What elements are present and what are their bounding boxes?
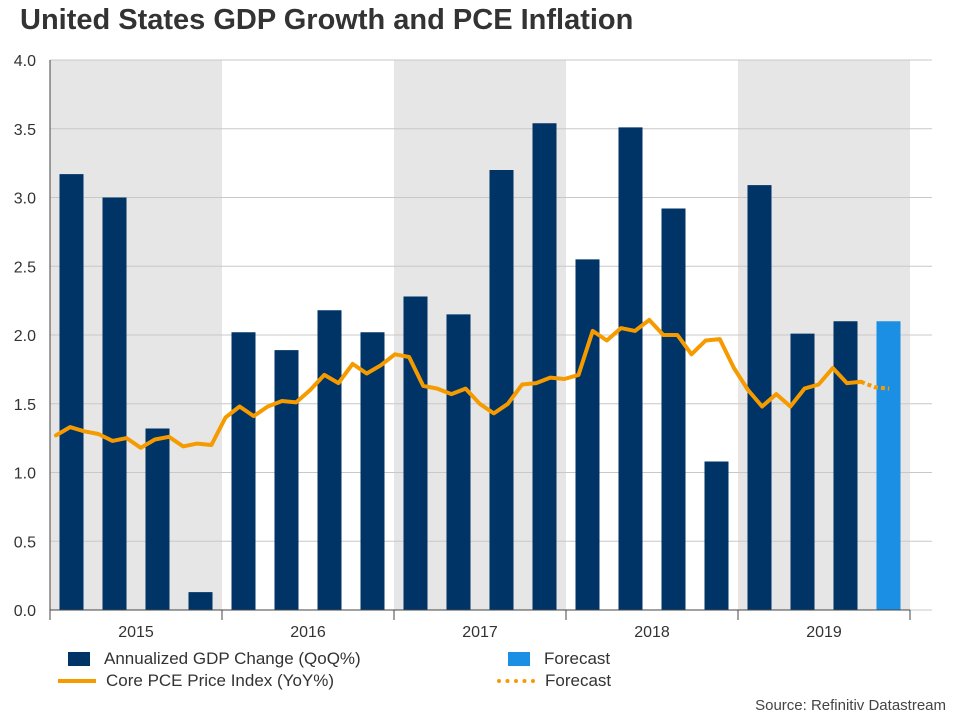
axis-labels: 0.0 0.5 1.0 1.5 2.0 2.5 3.0 3.5 4.0 2015 2016 2017 2… [14,53,842,641]
gdp-bar [747,185,772,610]
gdp-bar [704,461,729,610]
legend-swatch-forecast-line [497,679,535,683]
legend-item-gdp: Annualized GDP Change (QoQ%) [68,649,361,669]
chart-title: United States GDP Growth and PCE Inflati… [20,4,634,36]
y-tick-label: 3.0 [14,191,36,208]
y-tick-label: 2.0 [14,328,36,345]
gdp-bar [575,259,600,610]
gdp-bar [446,314,471,610]
y-tick-label: 0.0 [14,603,36,620]
gdp-bar [618,127,643,610]
source-note: Source: Refinitiv Datastream [755,697,946,714]
gdp-bar [833,321,858,610]
gdp-bar [317,310,342,610]
y-tick-label: 0.5 [14,534,36,551]
y-tick-label: 3.5 [14,122,36,139]
y-tick-label: 4.0 [14,53,36,70]
legend-label-forecast-line: Forecast [545,671,612,690]
x-tick-label-2019: 2019 [806,624,842,641]
legend-item-forecast-line: Forecast [497,671,611,691]
gdp-bar [360,332,385,610]
axes [49,60,911,620]
legend-swatch-gdp [68,652,90,666]
forecast-bar [876,321,901,610]
legend-label-pce: Core PCE Price Index (YoY%) [106,671,335,690]
legend-item-pce: Core PCE Price Index (YoY%) [58,671,334,691]
legend-label-gdp: Annualized GDP Change (QoQ%) [104,649,361,668]
gdp-bar [145,428,170,610]
pce-line [54,317,863,450]
x-tick-label-2016: 2016 [290,624,326,641]
legend-label-forecast-bar: Forecast [544,649,611,668]
lines [54,317,890,450]
gdp-bar [403,296,428,610]
legend-item-forecast-bar: Forecast [508,649,610,669]
y-tick-label: 2.5 [14,259,36,276]
bars [59,123,901,610]
gdp-bar [489,170,514,610]
legend-swatch-forecast-bar [508,652,530,666]
gdp-bar [102,197,127,610]
gdp-bar [231,332,256,610]
gdp-bar [188,592,213,610]
x-tick-label-2018: 2018 [634,624,670,641]
gdp-bar [532,123,557,610]
x-tick-label-2017: 2017 [462,624,498,641]
gdp-bar [661,208,686,610]
gdp-bar [790,333,815,610]
gdp-bar [274,350,299,610]
pce-forecast-line [860,379,890,391]
y-tick-label: 1.5 [14,397,36,414]
x-tick-label-2015: 2015 [118,624,154,641]
y-tick-label: 1.0 [14,466,36,483]
legend-swatch-pce [58,679,96,683]
gdp-bar [59,174,84,610]
